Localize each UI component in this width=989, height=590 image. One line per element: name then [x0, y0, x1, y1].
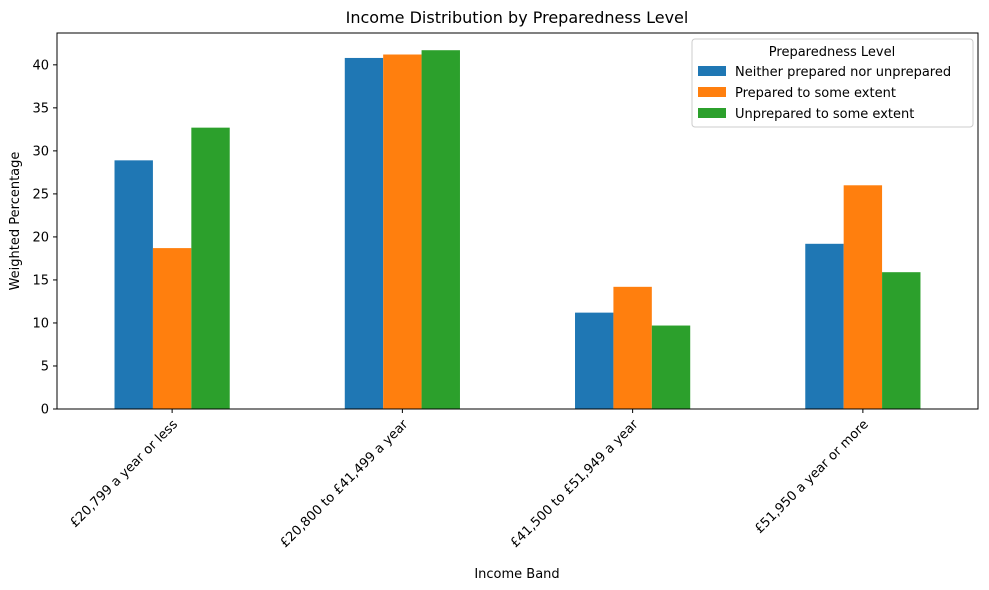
bar [344, 57, 384, 409]
bar [421, 50, 460, 410]
bar [613, 286, 652, 409]
x-axis-label: Income Band [474, 567, 559, 582]
y-axis: 0 5 10 15 20 25 30 35 40 [32, 58, 57, 418]
chart-title: Income Distribution by Preparedness Leve… [346, 8, 689, 27]
bar [882, 272, 921, 409]
bar [114, 160, 153, 409]
legend-frame [691, 38, 974, 128]
x-tick-label: £20,800 to £41,499 a year [278, 417, 412, 551]
legend-swatch [698, 66, 726, 76]
legend-entry: Unprepared to some extent [735, 107, 914, 122]
y-tick-label: 30 [32, 144, 49, 159]
y-tick-label: 15 [32, 273, 49, 288]
legend-entry: Prepared to some extent [735, 86, 896, 101]
bar [191, 127, 230, 410]
legend-swatch [698, 87, 726, 97]
x-axis: £20,799 a year or less £20,800 to £41,499… [67, 409, 872, 551]
legend-entry: Neither prepared nor unprepared [735, 65, 951, 80]
plot-area [114, 50, 921, 410]
y-tick-label: 40 [32, 58, 49, 73]
plot-frame [56, 32, 979, 410]
bar [805, 243, 844, 409]
bar [383, 54, 422, 409]
bar [152, 248, 192, 409]
x-tick-label: £41,500 to £51,949 a year [508, 417, 642, 551]
y-tick-label: 25 [32, 187, 49, 202]
x-tick-label: £20,799 a year or less [67, 417, 181, 531]
bar [651, 325, 691, 409]
bar [575, 312, 614, 409]
y-tick-label: 20 [32, 230, 49, 245]
y-tick-label: 10 [32, 316, 49, 331]
legend: Preparedness Level Neither prepared nor … [691, 38, 974, 128]
bar [843, 185, 883, 409]
legend-title: Preparedness Level [769, 45, 895, 60]
legend-items: Neither prepared nor unprepared Prepared … [698, 65, 951, 122]
x-tick-label: £51,950 a year or more [752, 417, 872, 537]
y-tick-label: 5 [41, 359, 49, 374]
y-tick-label: 35 [32, 101, 49, 116]
y-axis-label: Weighted Percentage [8, 152, 23, 291]
legend-swatch [698, 108, 726, 118]
y-tick-label: 0 [41, 403, 49, 418]
